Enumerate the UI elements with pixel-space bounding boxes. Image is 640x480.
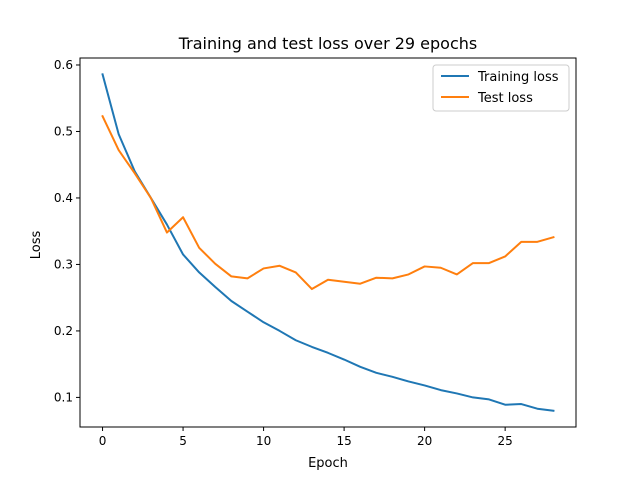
x-axis-label: Epoch [308, 456, 348, 471]
legend-label-test-loss: Test loss [477, 91, 533, 106]
legend-label-training-loss: Training loss [477, 70, 559, 85]
series-line-test-loss [101, 114, 555, 291]
x-tick-label-5: 5 [179, 434, 187, 448]
legend: Training loss Test loss [432, 64, 570, 112]
y-axis-label: Loss [29, 231, 44, 260]
y-tick-label-0.4: 0.4 [54, 191, 73, 205]
y-tick-label-0.1: 0.1 [54, 390, 73, 404]
axes-frame [79, 57, 577, 428]
x-tick-label-10: 10 [256, 434, 271, 448]
chart-title: Training and test loss over 29 epochs [178, 34, 477, 53]
x-tick-label-25: 25 [498, 434, 513, 448]
y-tick-label-0.5: 0.5 [54, 124, 73, 138]
y-tick-label-0.3: 0.3 [54, 257, 73, 271]
plot-area: 0 5 10 15 20 25 0.1 0.2 0.3 0.4 0.5 0.6 Training los… [54, 57, 577, 448]
x-tick-label-15: 15 [336, 434, 351, 448]
y-tick-label-0.6: 0.6 [54, 58, 73, 72]
x-tick-label-20: 20 [417, 434, 432, 448]
y-tick-label-0.2: 0.2 [54, 324, 73, 338]
series-line-training-loss [101, 73, 555, 412]
x-tick-label-0: 0 [99, 434, 107, 448]
